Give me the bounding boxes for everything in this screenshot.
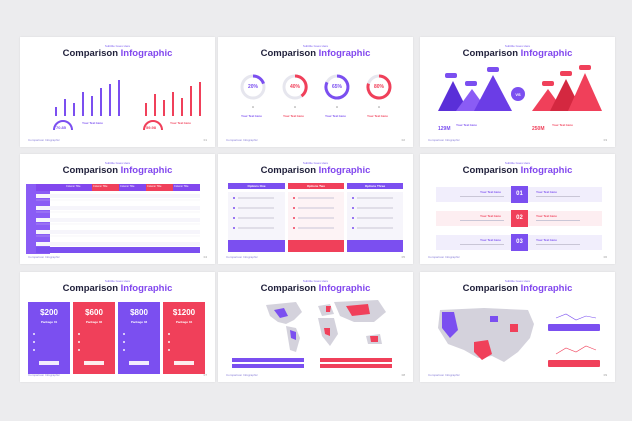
slide-footer: Comparison Infographic xyxy=(428,255,460,259)
circle-value-3: 65% xyxy=(331,84,342,90)
text-title-right: Your Text Here xyxy=(552,123,573,127)
slide-thumbnail-4[interactable]: Subtitle Goes Here Comparison Infographi… xyxy=(20,154,215,264)
page-number: 04 xyxy=(203,255,207,259)
left-value: 129M xyxy=(438,126,451,132)
page-number: 08 xyxy=(401,373,405,377)
page-number: 07 xyxy=(203,373,207,377)
text-title-2: Your Text Here xyxy=(283,114,304,118)
price-1: $200 xyxy=(40,308,58,317)
row-title-1-right: Your Text Here xyxy=(536,190,557,194)
page-number: 06 xyxy=(603,255,607,259)
slide-title: Comparison Infographic xyxy=(462,165,573,176)
option-header-2: Options Two xyxy=(307,184,325,188)
slide-subtitle: Subtitle Goes Here xyxy=(302,44,329,48)
row-title-3-left: Your Text Here xyxy=(480,238,501,242)
slide-thumbnail-3[interactable]: Subtitle Goes Here Comparison Infographi… xyxy=(420,37,615,147)
package-3: Package 03 xyxy=(130,320,148,324)
circle-value-2: 40% xyxy=(289,84,300,90)
text-title-4: Your Text Here xyxy=(367,114,388,118)
slide-title: Comparison Infographic xyxy=(462,48,573,59)
slide-subtitle: Subtitle Goes Here xyxy=(504,279,531,283)
options-table-graphic xyxy=(228,183,403,252)
option-header-3: Options Three xyxy=(364,184,386,188)
slide-subtitle: Subtitle Goes Here xyxy=(104,279,131,283)
slide-subtitle: Subtitle Goes Here xyxy=(104,161,131,165)
text-title-1: Your Text Here xyxy=(241,114,262,118)
slide-footer: Comparison Infographic xyxy=(28,138,60,142)
text-title-right: Your Text Here xyxy=(170,121,191,125)
slide-footer: Comparison Infographic xyxy=(28,255,60,259)
circle-value-1: 20% xyxy=(247,84,258,90)
slide-thumbnail-5[interactable]: Subtitle Goes Here Comparison Infographi… xyxy=(218,154,413,264)
slide-title: Comparison Infographic xyxy=(62,283,173,294)
numbered-rows-graphic xyxy=(436,186,602,251)
text-title-left: Your Text Here xyxy=(82,121,103,125)
row-title-2-right: Your Text Here xyxy=(536,214,557,218)
column-header-5: Column Title xyxy=(174,185,189,188)
slide-thumbnail-9[interactable]: Subtitle Goes Here Comparison Infographi… xyxy=(420,272,615,382)
package-1: Package 01 xyxy=(40,320,58,324)
slide-footer: Comparison Infographic xyxy=(428,138,460,142)
slide-title: Comparison Infographic xyxy=(62,165,173,176)
column-header-3: Column Title xyxy=(120,185,135,188)
slide-title: Comparison Infographic xyxy=(260,48,371,59)
slide-thumbnail-6[interactable]: Subtitle Goes Here Comparison Infographi… xyxy=(420,154,615,264)
mountain-charts-graphic xyxy=(438,65,602,111)
number-badge-3: 03 xyxy=(516,239,523,245)
gauge-right-value: 59.98 xyxy=(146,125,157,130)
world-map-graphic xyxy=(232,300,392,368)
column-header-1: Column Title xyxy=(66,185,81,188)
slide-title: Comparison Infographic xyxy=(62,48,173,59)
slide-thumbnail-8[interactable]: Subtitle Goes Here Comparison Infographi… xyxy=(218,272,413,382)
row-title-2-left: Your Text Here xyxy=(480,214,501,218)
page-number: 03 xyxy=(603,138,607,142)
slide-thumbnail-2[interactable]: Subtitle Goes Here Comparison Infographi… xyxy=(218,37,413,147)
gauge-left-value: 70.85 xyxy=(56,125,67,130)
text-title-3: Your Text Here xyxy=(325,114,346,118)
page-number: 09 xyxy=(603,373,607,377)
option-header-1: Options One xyxy=(247,184,266,188)
slide-footer: Comparison Infographic xyxy=(226,373,258,377)
slide-subtitle: Subtitle Goes Here xyxy=(302,279,329,283)
percentage-circles-graphic xyxy=(240,74,392,108)
column-header-2: Column Title xyxy=(93,185,108,188)
row-title-3-right: Your Text Here xyxy=(536,238,557,242)
slide-title: Comparison Infographic xyxy=(260,283,371,294)
number-badge-2: 02 xyxy=(516,215,523,221)
circle-value-4: 80% xyxy=(373,84,384,90)
slide-title: Comparison Infographic xyxy=(260,165,371,176)
price-4: $1200 xyxy=(172,308,196,317)
row-title-1-left: Your Text Here xyxy=(480,190,501,194)
slide-subtitle: Subtitle Goes Here xyxy=(504,44,531,48)
number-badge-1: 01 xyxy=(516,191,523,197)
slide-thumbnail-1[interactable]: Subtitle Goes Here Comparison Infographi… xyxy=(20,37,215,147)
slide-footer: Comparison Infographic xyxy=(226,255,258,259)
slide-subtitle: Subtitle Goes Here xyxy=(504,161,531,165)
page-number: 02 xyxy=(401,138,405,142)
right-value: 250M xyxy=(532,126,545,132)
slide-footer: Comparison Infographic xyxy=(226,138,258,142)
package-2: Package 02 xyxy=(85,320,103,324)
slide-subtitle: Subtitle Goes Here xyxy=(302,161,329,165)
vs-badge: VS xyxy=(515,92,521,97)
pricing-cards-graphic xyxy=(28,302,205,374)
price-2: $600 xyxy=(85,308,103,317)
page-number: 05 xyxy=(401,255,405,259)
column-header-4: Column Title xyxy=(147,185,162,188)
slide-footer: Comparison Infographic xyxy=(28,373,60,377)
text-title-left: Your Text Here xyxy=(456,123,477,127)
slide-footer: Comparison Infographic xyxy=(428,373,460,377)
bar-charts-graphic xyxy=(53,80,201,131)
slide-thumbnail-7[interactable]: Subtitle Goes Here Comparison Infographi… xyxy=(20,272,215,382)
comparison-table-graphic xyxy=(26,184,200,254)
package-4: Package 04 xyxy=(175,320,193,324)
page-number: 01 xyxy=(203,138,207,142)
price-3: $800 xyxy=(130,308,148,317)
slide-subtitle: Subtitle Goes Here xyxy=(104,44,131,48)
usa-map-graphic xyxy=(438,308,600,367)
slide-title: Comparison Infographic xyxy=(462,283,573,294)
